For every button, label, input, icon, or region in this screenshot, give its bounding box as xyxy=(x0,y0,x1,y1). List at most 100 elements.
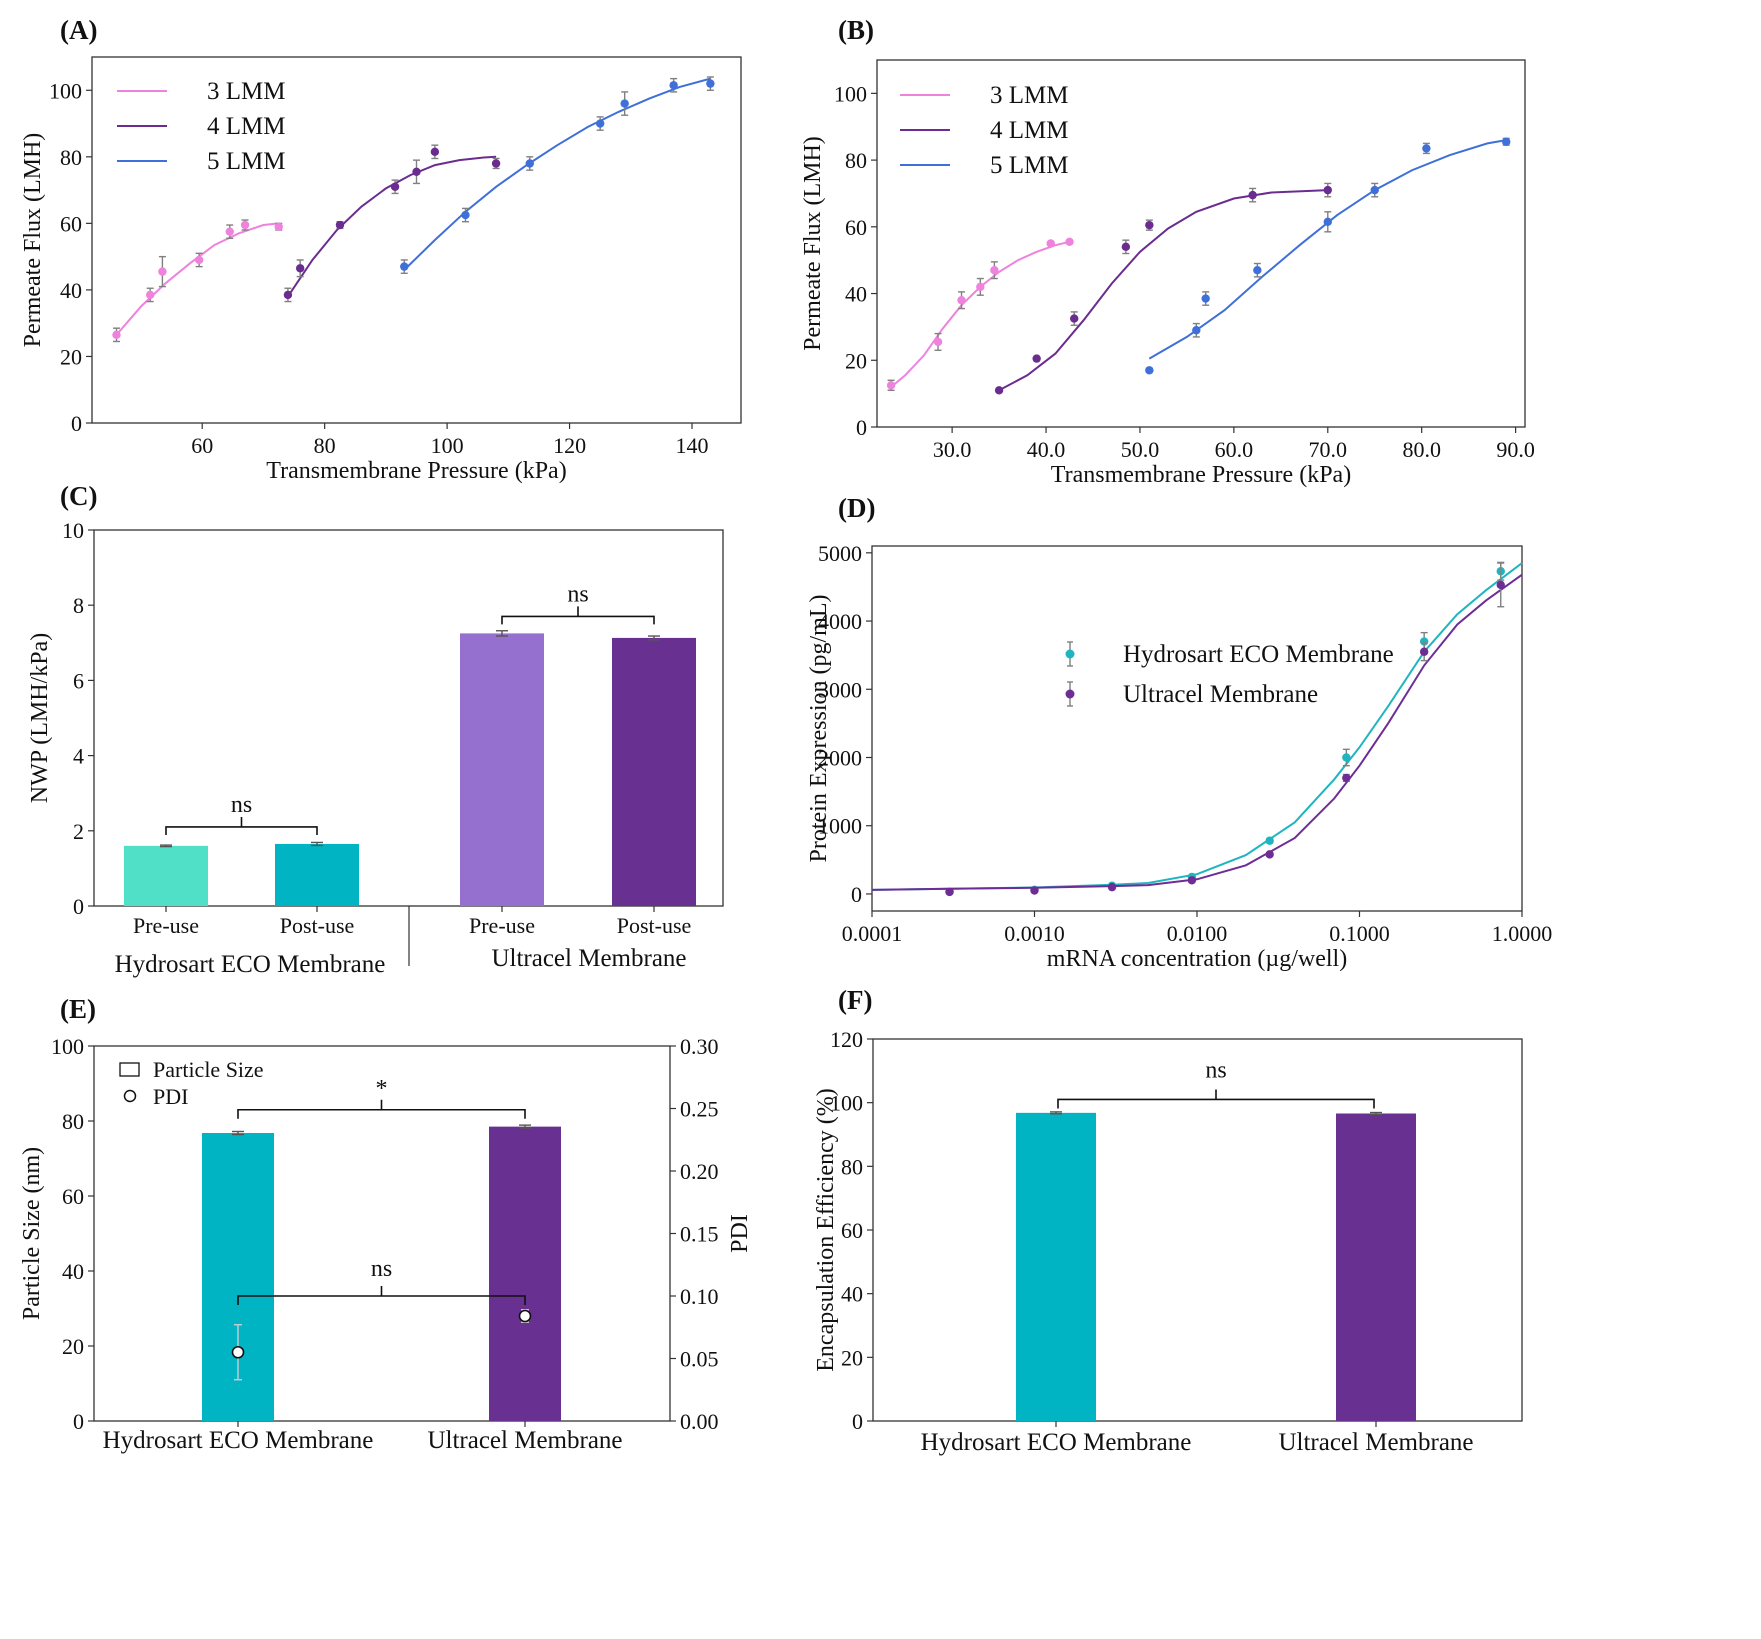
data-point xyxy=(274,222,283,231)
fit-line xyxy=(403,77,711,271)
data-point xyxy=(595,119,605,128)
data-point xyxy=(1342,773,1351,783)
x-tick-label: 50.0 xyxy=(1121,437,1160,462)
y-tick-label: 1000 xyxy=(818,814,862,839)
y-tick-label: 100 xyxy=(830,1091,863,1116)
legend-marker xyxy=(123,1089,137,1103)
y-tick-label: 20 xyxy=(60,344,82,369)
x-tick-label: 0.1000 xyxy=(1329,921,1390,946)
x-tick-label: 1.0000 xyxy=(1492,921,1553,946)
x-axis-title: mRNA concentration (µg/well) xyxy=(1047,946,1347,972)
data-point xyxy=(1265,850,1274,859)
data-point xyxy=(430,147,440,157)
y-tick-label: 0.00 xyxy=(680,1409,719,1434)
panel-label: (B) xyxy=(838,15,874,45)
data-point xyxy=(390,182,400,191)
legend: 3 LMM 4 LMM 5 LMM xyxy=(900,82,1068,179)
data-point xyxy=(335,220,345,230)
y-tick-label: 80 xyxy=(62,1109,84,1134)
y-tick-label: 0.05 xyxy=(680,1347,719,1372)
data-point xyxy=(1422,144,1431,153)
x-tick-label: Hydrosart ECO Membrane xyxy=(921,1429,1192,1456)
panel-label: (C) xyxy=(60,481,97,511)
x-tick-label: Ultracel Membrane xyxy=(1278,1429,1473,1456)
y-tick-label: 80 xyxy=(60,145,82,170)
x-tick-label: 90.0 xyxy=(1496,437,1535,462)
data-point xyxy=(1187,876,1197,885)
data-point xyxy=(1145,220,1154,230)
y-tick-label: 3000 xyxy=(818,677,862,702)
y-axis-title: Particle Size (nm) xyxy=(19,1147,45,1320)
x-tick-label: 60 xyxy=(191,433,213,458)
data-point xyxy=(225,227,234,236)
x-tick-label: 70.0 xyxy=(1309,437,1348,462)
data-point xyxy=(933,337,943,347)
series-ultracel-membrane xyxy=(871,562,1523,897)
y-tick-label: 120 xyxy=(830,1027,863,1052)
y-axis-title: Permeate Flux (LMH) xyxy=(20,133,46,348)
data-point xyxy=(1265,836,1274,845)
y-axis-title: Encapsulation Efficiency (%) xyxy=(813,1088,839,1371)
data-point xyxy=(412,167,421,176)
y-axis-title: Permeate Flux (LMH) xyxy=(800,136,826,351)
data-point xyxy=(491,159,501,168)
data-point xyxy=(1145,366,1154,375)
data-point xyxy=(669,81,678,90)
y-tick-label: 20 xyxy=(845,348,867,373)
x-tick-label: 120 xyxy=(553,433,586,458)
panel-a: (A) 60 80 100 120 140 0 20 40 60 80 100 3 LMM 4 LMM 5 … xyxy=(20,15,742,484)
legend-label: 5 LMM xyxy=(207,148,285,175)
y-tick-label: 0 xyxy=(73,894,84,919)
x-tick-label: 0.0010 xyxy=(1004,921,1065,946)
x-tick-label: Pre-use xyxy=(133,913,199,938)
y-tick-label: 0.10 xyxy=(680,1284,719,1309)
data-point xyxy=(1496,580,1505,590)
y-tick-label: 40 xyxy=(62,1259,84,1284)
data-point xyxy=(1419,637,1429,646)
data-point xyxy=(1342,753,1351,762)
bar xyxy=(612,637,696,906)
series-hydrosart-eco-membrane xyxy=(871,561,1523,897)
legend-marker xyxy=(1065,689,1075,699)
data-point xyxy=(1065,237,1074,247)
data-point xyxy=(400,262,409,271)
legend-label: Hydrosart ECO Membrane xyxy=(1123,641,1394,668)
data-point xyxy=(525,159,534,168)
data-point xyxy=(1419,647,1429,656)
fit-line xyxy=(871,562,1523,891)
y-tick-label: 2000 xyxy=(818,745,862,770)
bar xyxy=(1336,1113,1416,1421)
data-point xyxy=(1323,185,1332,195)
y-tick-label: 60 xyxy=(60,211,82,236)
y-tick-label: 0 xyxy=(851,882,862,907)
significance-bracket xyxy=(1057,1089,1375,1109)
x-tick-label: 0.0001 xyxy=(842,921,903,946)
panel-label: (E) xyxy=(60,994,96,1024)
series-3-lmm xyxy=(886,237,1074,391)
data-point xyxy=(990,265,999,275)
significance-bracket xyxy=(501,606,655,625)
y-tick-label: 6 xyxy=(73,668,84,693)
y-tick-label: 40 xyxy=(60,278,82,303)
y-axis-title: NWP (LMH/kPa) xyxy=(27,633,53,803)
plot-frame xyxy=(872,1038,1523,1422)
significance-label: ns xyxy=(231,792,252,818)
legend-label: 4 LMM xyxy=(207,113,285,140)
x-axis-title: Transmembrane Pressure (kPa) xyxy=(266,458,566,484)
bar xyxy=(1016,1112,1096,1421)
data-point xyxy=(1070,314,1079,323)
y-tick-label: 2 xyxy=(73,819,84,844)
bar xyxy=(124,845,208,906)
bar xyxy=(460,633,544,906)
x-axis-title: Transmembrane Pressure (kPa) xyxy=(1051,462,1351,488)
significance-bracket xyxy=(237,1099,526,1119)
x-tick-label: 140 xyxy=(676,433,709,458)
panel-c: (C) 0 2 4 6 8 10 Pre-use Post-use Pre-use Post-use… xyxy=(27,481,724,978)
x-tick-label: Post-use xyxy=(280,913,355,938)
data-point xyxy=(994,386,1004,395)
data-point xyxy=(1323,217,1332,227)
panel-label: (A) xyxy=(60,15,97,45)
legend: 3 LMM 4 LMM 5 LMM xyxy=(117,78,285,175)
panel-d: (D) 0.0001 0.0010 0.0100 0.1000 1.0000 0 1000 20… xyxy=(806,493,1552,972)
